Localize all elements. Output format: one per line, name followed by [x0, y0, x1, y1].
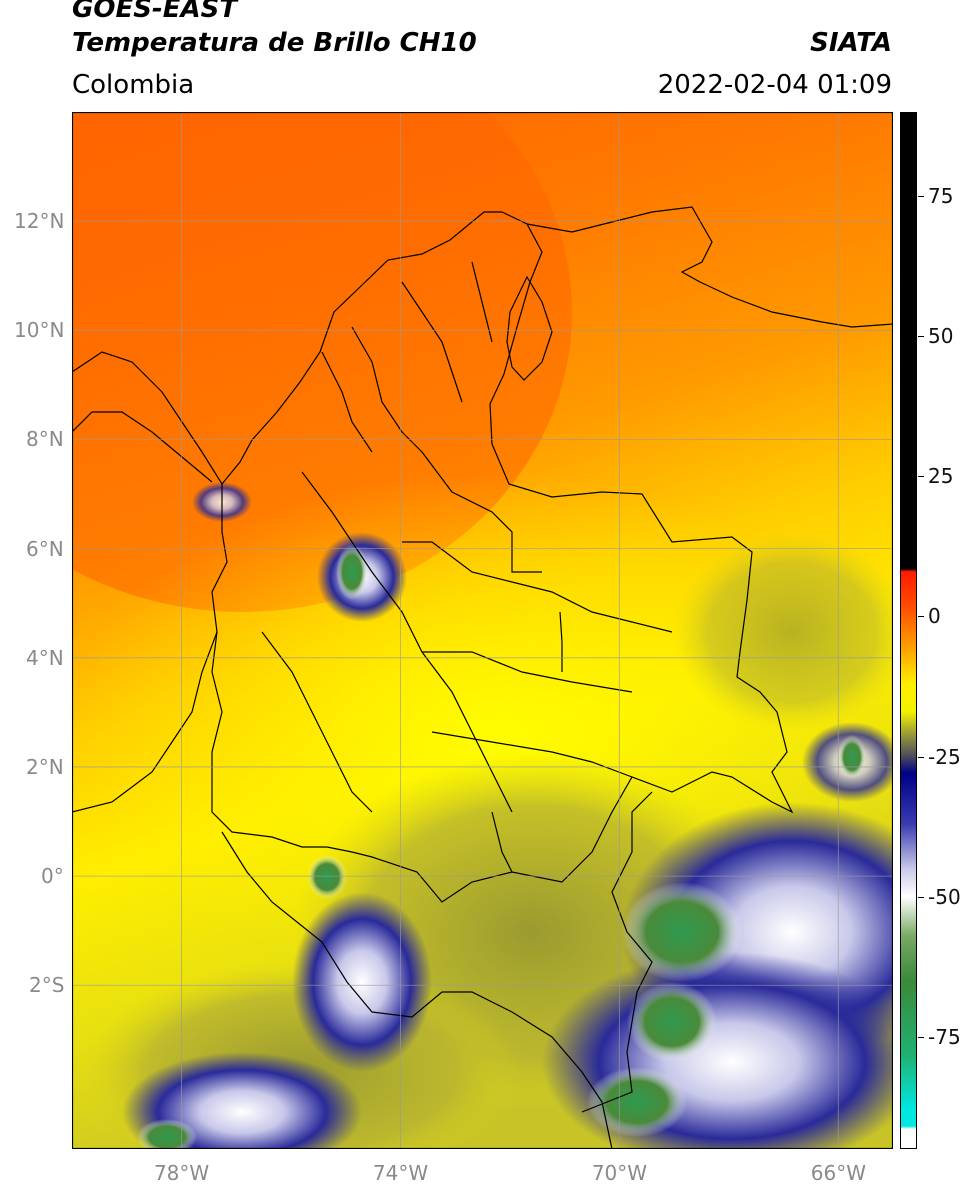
storm-cell [292, 892, 432, 1072]
lat-tick-label: 12°N [14, 209, 65, 234]
lon-tick-label: 70°W [591, 1161, 648, 1185]
lon-tick-label: 66°W [810, 1161, 866, 1185]
colorbar-tick-label: 0 [928, 604, 941, 629]
peru-border [221, 831, 613, 1149]
region-label: Colombia [72, 70, 195, 100]
panama-coast [72, 411, 213, 483]
gridlines [72, 112, 893, 1149]
boundaries [72, 206, 893, 1149]
department-line [321, 351, 373, 453]
map-frame [72, 112, 893, 1149]
colorbar-tick-mark [918, 756, 924, 758]
lat-tick-label: 6°N [26, 536, 64, 561]
timestamp-label: 2022-02-04 01:09 [657, 70, 892, 100]
department-line [351, 326, 542, 573]
department-line [301, 471, 513, 813]
colorbar-tick-label: -75 [928, 1024, 961, 1049]
product-subtitle: Temperatura de Brillo CH10 [72, 28, 477, 58]
organization-label: SIATA [810, 28, 892, 58]
department-line [422, 651, 633, 693]
colorbar-tick-label: 25 [928, 464, 954, 489]
department-line [559, 611, 563, 672]
cold-core [622, 882, 742, 982]
cold-core [336, 544, 368, 600]
cold-core [307, 855, 347, 899]
colorbar-tick-mark [918, 336, 924, 338]
colombia-border [211, 211, 794, 903]
department-line [491, 811, 513, 873]
satellite-map [72, 112, 893, 1149]
colorbar-tick-mark [918, 896, 924, 898]
department-line [261, 631, 373, 813]
lon-tick-label: 74°W [372, 1161, 429, 1185]
department-line [402, 541, 673, 633]
panama-coast [72, 351, 223, 485]
cold-core [137, 1119, 197, 1149]
product-title: GOES-EAST [72, 0, 238, 24]
colorbar [900, 112, 917, 1149]
lat-tick-label: 8°N [26, 427, 64, 452]
cold-core [587, 1067, 687, 1137]
department-line [471, 261, 493, 343]
colorbar-tick-label: -25 [928, 744, 961, 769]
department-line [401, 281, 463, 403]
colorbar-fill [900, 112, 917, 1149]
lat-tick-label: 10°N [14, 318, 65, 343]
olive-region [672, 532, 893, 732]
cold-core [627, 982, 717, 1062]
lat-tick-label: 2°N [26, 754, 64, 779]
colorbar-tick-label: 75 [928, 184, 954, 209]
lon-tick-label: 78°W [153, 1161, 210, 1185]
lat-tick-label: 4°N [26, 645, 64, 670]
lat-tick-label: 2°S [29, 973, 65, 998]
cold-core [838, 735, 866, 779]
colorbar-tick-mark [918, 196, 924, 198]
maracaibo-lake [506, 275, 553, 381]
venezuela-border [526, 206, 893, 328]
colorbar-tick-label: 50 [928, 324, 954, 349]
colorbar-tick-mark [918, 616, 924, 618]
brazil-border [581, 791, 653, 1113]
colorbar-tick-mark [918, 1036, 924, 1038]
colorbar-tick-label: -50 [928, 884, 961, 909]
ecuador-coast [72, 631, 218, 813]
colorbar-tick-mark [918, 476, 924, 478]
lat-tick-label: 0° [41, 864, 64, 889]
